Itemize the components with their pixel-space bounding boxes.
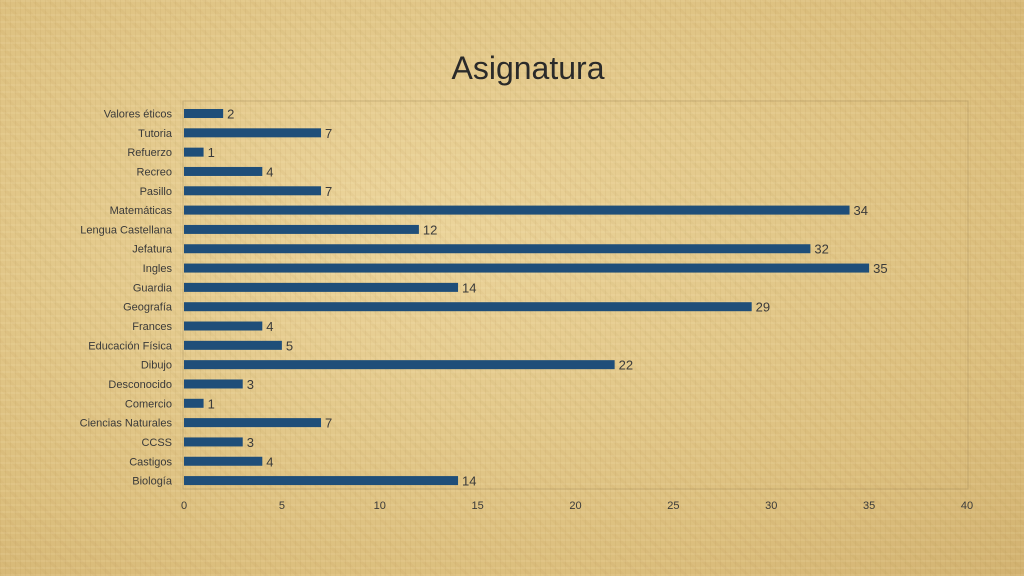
data-label: 5 — [286, 338, 293, 353]
data-label: 32 — [814, 242, 828, 257]
category-label: Biología — [132, 476, 173, 488]
bar — [184, 205, 850, 215]
bars-group — [184, 109, 870, 486]
x-tick-label: 15 — [472, 500, 484, 512]
category-labels: Valores éticos Tutoria Refuerzo Recreo Pasil… — [80, 109, 173, 488]
data-label: 7 — [325, 126, 332, 141]
data-label: 1 — [208, 145, 215, 160]
data-label: 4 — [266, 454, 273, 469]
category-label: Educación Física — [88, 340, 173, 352]
x-axis-tick-labels: 0 5 10 15 20 25 30 35 40 — [181, 500, 973, 512]
data-label: 14 — [462, 280, 476, 295]
bar — [184, 456, 263, 466]
category-label: Matemáticas — [110, 205, 173, 217]
x-tick-label: 30 — [765, 500, 777, 512]
x-tick-label: 5 — [279, 500, 285, 512]
bar — [184, 147, 204, 157]
category-label: Comercio — [125, 398, 172, 410]
category-label: Tutoria — [138, 128, 173, 140]
category-label: Valores éticos — [104, 109, 173, 121]
category-label: Frances — [132, 321, 172, 333]
bar — [184, 128, 322, 138]
x-tick-label: 0 — [181, 500, 187, 512]
x-tick-label: 10 — [374, 500, 386, 512]
bar — [184, 302, 752, 312]
bar — [184, 321, 263, 331]
data-label: 7 — [325, 184, 332, 199]
category-label: Guardia — [133, 282, 173, 294]
category-label: Jefatura — [132, 244, 173, 256]
bar — [184, 418, 322, 428]
plot-area-border — [182, 100, 969, 490]
data-label: 4 — [266, 164, 273, 179]
bar — [184, 244, 811, 254]
data-label: 7 — [325, 416, 332, 431]
bar — [184, 340, 282, 350]
x-tick-label: 20 — [569, 500, 581, 512]
bar — [184, 186, 322, 196]
data-label: 4 — [266, 319, 273, 334]
data-label: 3 — [247, 377, 254, 392]
bar — [184, 224, 419, 234]
bar — [184, 282, 459, 292]
x-tick-label: 40 — [961, 500, 973, 512]
x-tick-label: 25 — [667, 500, 679, 512]
data-label: 35 — [873, 261, 887, 276]
bar — [184, 109, 224, 118]
bar — [184, 360, 615, 370]
bar — [184, 166, 263, 176]
category-label: Dibujo — [141, 360, 172, 372]
data-label: 14 — [462, 474, 476, 489]
category-label: Geografía — [123, 302, 173, 314]
bar — [184, 398, 204, 408]
category-label: Ingles — [143, 263, 173, 275]
category-label: Desconocido — [108, 379, 172, 391]
data-label: 2 — [227, 107, 234, 122]
bar — [184, 476, 459, 486]
category-label: CCSS — [141, 437, 172, 449]
data-label: 1 — [208, 396, 215, 411]
x-tick-label: 35 — [863, 500, 875, 512]
chart-title: Asignatura — [451, 50, 605, 86]
category-label: Recreo — [137, 166, 172, 178]
category-label: Refuerzo — [127, 147, 172, 159]
category-label: Castigos — [129, 456, 172, 468]
bar — [184, 379, 243, 389]
category-label: Ciencias Naturales — [80, 418, 173, 430]
category-label: Pasillo — [140, 186, 172, 198]
data-label: 34 — [854, 203, 868, 218]
data-label: 29 — [756, 300, 770, 315]
data-label: 3 — [247, 435, 254, 450]
category-label: Lengua Castellana — [80, 224, 173, 236]
bar — [184, 437, 243, 447]
data-label: 12 — [423, 222, 437, 237]
bar — [184, 263, 870, 273]
data-label: 22 — [619, 358, 633, 373]
